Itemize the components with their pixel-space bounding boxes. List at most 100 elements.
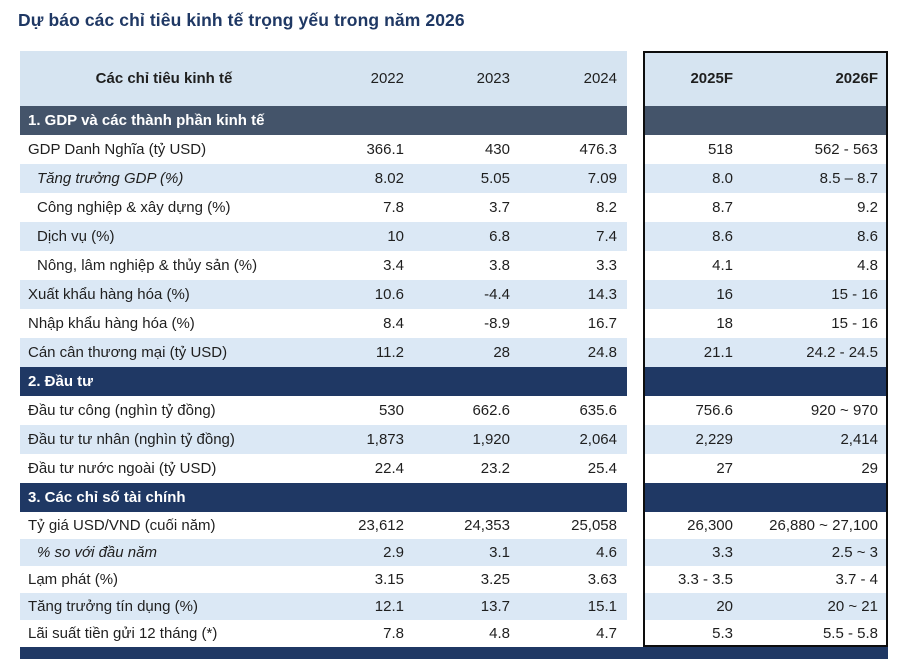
cell-2024: 7.09	[520, 164, 627, 193]
table-bottom-bar	[20, 647, 888, 659]
cell-2025f: 21.1	[643, 338, 743, 367]
section-header-fill	[643, 483, 888, 512]
cell-2026f: 920 ~ 970	[743, 396, 888, 425]
table-row: Tăng trưởng GDP (%) 8.02 5.05 7.09 8.0 8.5 – …	[20, 164, 888, 193]
row-label: Công nghiệp & xây dựng (%)	[20, 193, 308, 222]
cell-2024: 7.4	[520, 222, 627, 251]
cell-2026f: 15 - 16	[743, 280, 888, 309]
table-row: Nông, lâm nghiệp & thủy sản (%) 3.4 3.8 3.3…	[20, 251, 888, 280]
cell-2026f: 26,880 ~ 27,100	[743, 512, 888, 539]
cell-2025f: 756.6	[643, 396, 743, 425]
row-label: Đầu tư tư nhân (nghìn tỷ đồng)	[20, 425, 308, 454]
cell-2022: 7.8	[308, 620, 414, 647]
section-header-row: 1. GDP và các thành phần kinh tế	[20, 106, 888, 135]
cell-2026f: 20 ~ 21	[743, 593, 888, 620]
forecast-table: Các chỉ tiêu kinh tế 2022 2023 2024 2025…	[20, 51, 888, 659]
column-gap	[627, 396, 643, 425]
column-gap	[627, 106, 643, 135]
table-row: Đầu tư công (nghìn tỷ đồng) 530 662.6 635.6…	[20, 396, 888, 425]
row-label: Lãi suất tiền gửi 12 tháng (*)	[20, 620, 308, 647]
table-body: 1. GDP và các thành phần kinh tế GDP Danh…	[20, 106, 888, 647]
row-label: Lạm phát (%)	[20, 566, 308, 593]
cell-2022: 11.2	[308, 338, 414, 367]
table-row: GDP Danh Nghĩa (tỷ USD) 366.1 430 476.3 518 5…	[20, 135, 888, 164]
cell-2023: 1,920	[414, 425, 520, 454]
section-header-row: 2. Đầu tư	[20, 367, 888, 396]
cell-2025f: 16	[643, 280, 743, 309]
cell-2026f: 3.7 - 4	[743, 566, 888, 593]
cell-2026f: 29	[743, 454, 888, 483]
cell-2024: 4.7	[520, 620, 627, 647]
column-gap	[627, 338, 643, 367]
cell-2022: 1,873	[308, 425, 414, 454]
row-label: % so với đầu năm	[20, 539, 308, 566]
cell-2022: 366.1	[308, 135, 414, 164]
column-gap	[627, 425, 643, 454]
row-label: Đầu tư công (nghìn tỷ đồng)	[20, 396, 308, 425]
cell-2023: 3.7	[414, 193, 520, 222]
row-label: Nhập khẩu hàng hóa (%)	[20, 309, 308, 338]
row-label: Xuất khẩu hàng hóa (%)	[20, 280, 308, 309]
cell-2024: 635.6	[520, 396, 627, 425]
table-row: Lạm phát (%) 3.15 3.25 3.63 3.3 - 3.5 3.7 - 4	[20, 566, 888, 593]
cell-2026f: 15 - 16	[743, 309, 888, 338]
table-row: Nhập khẩu hàng hóa (%) 8.4 -8.9 16.7 18 15 - …	[20, 309, 888, 338]
row-label: GDP Danh Nghĩa (tỷ USD)	[20, 135, 308, 164]
row-label: Nông, lâm nghiệp & thủy sản (%)	[20, 251, 308, 280]
report-page: Dự báo các chỉ tiêu kinh tế trọng yếu tr…	[0, 10, 901, 659]
cell-2024: 15.1	[520, 593, 627, 620]
table-row: % so với đầu năm 2.9 3.1 4.6 3.3 2.5 ~ 3	[20, 539, 888, 566]
column-gap	[627, 51, 643, 106]
cell-2024: 25,058	[520, 512, 627, 539]
cell-2025f: 3.3 - 3.5	[643, 566, 743, 593]
column-header-2022: 2022	[308, 51, 414, 106]
cell-2023: 13.7	[414, 593, 520, 620]
column-gap	[627, 539, 643, 566]
cell-2022: 2.9	[308, 539, 414, 566]
cell-2023: 430	[414, 135, 520, 164]
cell-2023: 5.05	[414, 164, 520, 193]
cell-2024: 8.2	[520, 193, 627, 222]
cell-2025f: 8.0	[643, 164, 743, 193]
section-header-label: 1. GDP và các thành phần kinh tế	[20, 106, 627, 135]
column-header-2026f: 2026F	[743, 51, 888, 106]
cell-2025f: 26,300	[643, 512, 743, 539]
column-header-indicators: Các chỉ tiêu kinh tế	[20, 51, 308, 106]
cell-2022: 12.1	[308, 593, 414, 620]
row-label: Cán cân thương mại (tỷ USD)	[20, 338, 308, 367]
cell-2022: 530	[308, 396, 414, 425]
table-row: Đầu tư nước ngoài (tỷ USD) 22.4 23.2 25.4 27…	[20, 454, 888, 483]
column-gap	[627, 193, 643, 222]
column-header-2023: 2023	[414, 51, 520, 106]
cell-2022: 3.15	[308, 566, 414, 593]
column-gap	[627, 483, 643, 512]
cell-2024: 4.6	[520, 539, 627, 566]
row-label: Đầu tư nước ngoài (tỷ USD)	[20, 454, 308, 483]
table-row: Cán cân thương mại (tỷ USD) 11.2 28 24.8 21.…	[20, 338, 888, 367]
column-gap	[627, 566, 643, 593]
cell-2025f: 18	[643, 309, 743, 338]
cell-2023: 3.1	[414, 539, 520, 566]
column-gap	[627, 593, 643, 620]
cell-2025f: 518	[643, 135, 743, 164]
cell-2023: 4.8	[414, 620, 520, 647]
row-label: Tăng trưởng tín dụng (%)	[20, 593, 308, 620]
cell-2022: 8.02	[308, 164, 414, 193]
cell-2023: 24,353	[414, 512, 520, 539]
page-title: Dự báo các chỉ tiêu kinh tế trọng yếu tr…	[18, 10, 465, 30]
cell-2026f: 2.5 ~ 3	[743, 539, 888, 566]
cell-2024: 25.4	[520, 454, 627, 483]
table-row: Xuất khẩu hàng hóa (%) 10.6 -4.4 14.3 16 15 -…	[20, 280, 888, 309]
cell-2026f: 8.6	[743, 222, 888, 251]
column-gap	[627, 367, 643, 396]
table-row: Công nghiệp & xây dựng (%) 7.8 3.7 8.2 8.7 9.…	[20, 193, 888, 222]
cell-2024: 2,064	[520, 425, 627, 454]
cell-2025f: 3.3	[643, 539, 743, 566]
cell-2022: 10	[308, 222, 414, 251]
column-gap	[627, 164, 643, 193]
cell-2023: -8.9	[414, 309, 520, 338]
cell-2023: 662.6	[414, 396, 520, 425]
table-row: Lãi suất tiền gửi 12 tháng (*) 7.8 4.8 4.7 5…	[20, 620, 888, 647]
column-gap	[627, 251, 643, 280]
section-header-label: 3. Các chỉ số tài chính	[20, 483, 627, 512]
